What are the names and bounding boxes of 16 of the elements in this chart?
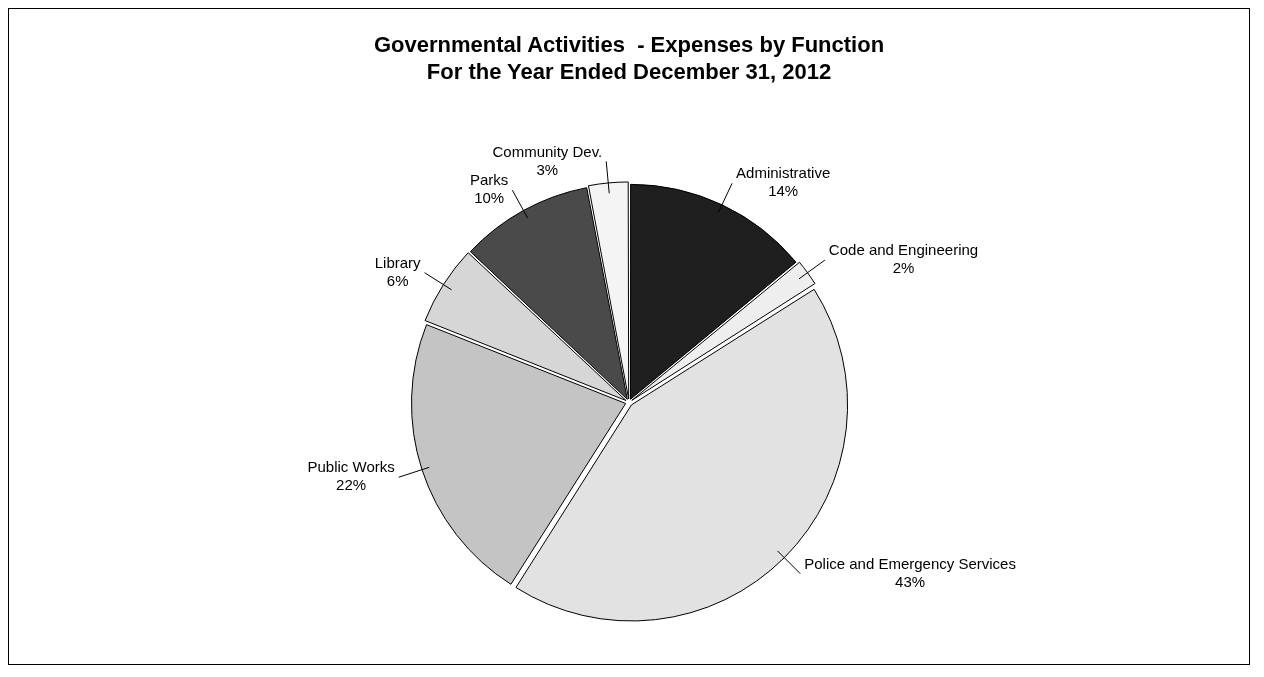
slice-label: Administrative <box>736 164 831 182</box>
data-label: 2% <box>892 259 915 277</box>
chart-subtitle: For the Year Ended December 31, 2012 <box>426 58 832 84</box>
slice-label: Parks <box>470 171 509 189</box>
slice-label: Library <box>374 253 422 271</box>
slice-label: Public Works <box>307 458 395 476</box>
data-label: 14% <box>768 182 799 200</box>
data-label: 6% <box>386 271 409 289</box>
slice-label: Community Dev. <box>492 142 603 160</box>
data-label: 10% <box>474 189 505 207</box>
slice-label: Code and Engineering <box>828 241 979 259</box>
data-label: 3% <box>536 160 559 178</box>
chart-title: Governmental Activities - Expenses by Function <box>373 32 885 58</box>
slice-label: Police and Emergency Services <box>804 554 1016 572</box>
data-label: 22% <box>336 476 367 494</box>
data-label: 43% <box>895 572 926 590</box>
